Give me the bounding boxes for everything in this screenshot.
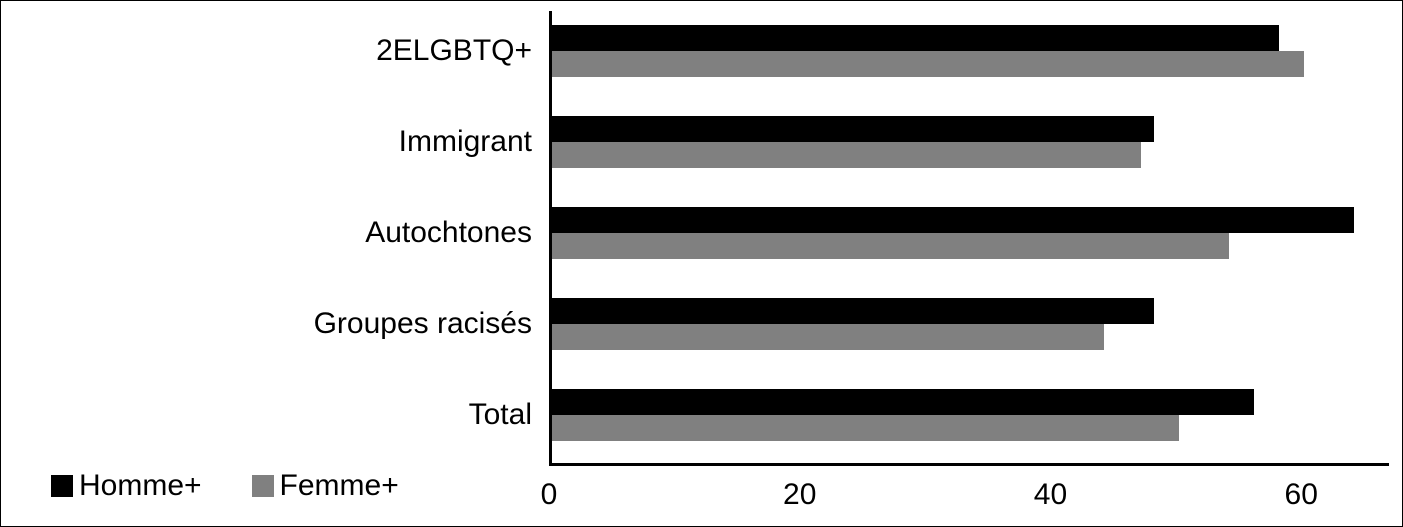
bar-femme-0 — [552, 51, 1304, 77]
legend-label-femme: Femme+ — [280, 469, 399, 503]
category-label-3: Groupes racisés — [314, 309, 532, 339]
x-tick-40: 40 — [1034, 478, 1067, 512]
bar-homme-2 — [552, 207, 1354, 233]
legend-swatch-femme — [252, 475, 274, 497]
legend-swatch-homme — [51, 475, 73, 497]
chart-container: 2ELGBTQ+ Immigrant Autochtones Groupes raci… — [0, 0, 1403, 527]
bar-femme-2 — [552, 233, 1229, 259]
x-tick-20: 20 — [783, 478, 816, 512]
category-label-4: Total — [469, 400, 532, 430]
bar-homme-3 — [552, 298, 1154, 324]
x-tick-0: 0 — [541, 478, 558, 512]
category-label-1: Immigrant — [399, 127, 532, 157]
bar-homme-4 — [552, 389, 1254, 415]
plot-area — [549, 11, 1389, 466]
legend-label-homme: Homme+ — [79, 469, 202, 503]
category-label-2: Autochtones — [365, 218, 532, 248]
legend-item-homme: Homme+ — [51, 469, 202, 503]
bar-femme-3 — [552, 324, 1104, 350]
bar-homme-1 — [552, 116, 1154, 142]
legend: Homme+ Femme+ — [51, 469, 399, 503]
category-label-0: 2ELGBTQ+ — [376, 36, 532, 66]
legend-item-femme: Femme+ — [252, 469, 399, 503]
bar-homme-0 — [552, 25, 1279, 51]
bar-femme-1 — [552, 142, 1141, 168]
bar-femme-4 — [552, 415, 1179, 441]
x-tick-60: 60 — [1285, 478, 1318, 512]
